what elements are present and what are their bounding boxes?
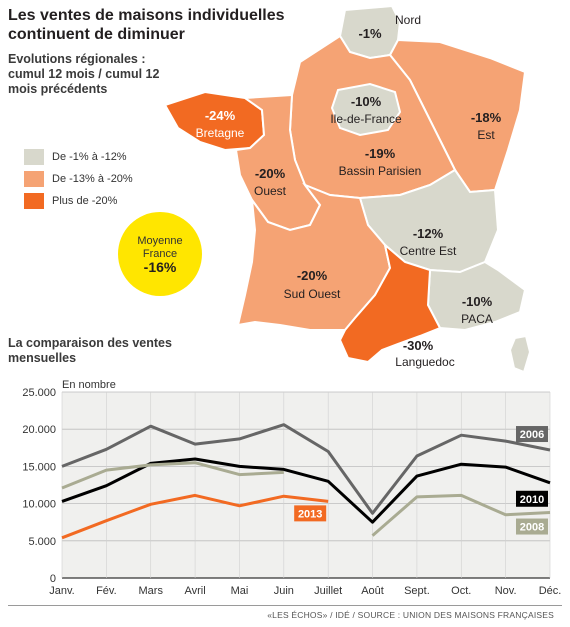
y-tick-label: 0 xyxy=(50,573,56,585)
region-value-ouest: -20% xyxy=(255,166,286,181)
average-bubble: Moyenne France -16% xyxy=(118,212,202,296)
map-legend: De -1% à -12% De -13% à -20% Plus de -20… xyxy=(24,146,133,212)
legend-label: Plus de -20% xyxy=(52,195,118,207)
region-name-centre-est: Centre Est xyxy=(400,244,457,258)
legend-label: De -1% à -12% xyxy=(52,151,127,163)
series-tag-box-2006 xyxy=(516,426,548,443)
y-tick-label: 5.000 xyxy=(28,536,56,548)
region-value-sud-ouest: -20% xyxy=(297,268,328,283)
series-tags: 2006 2010 2008 2013 xyxy=(294,426,548,535)
grid-lines xyxy=(61,391,551,579)
series-tag-box-2013 xyxy=(294,505,327,522)
average-label-1: Moyenne xyxy=(137,234,183,247)
region-value-idf: -10% xyxy=(351,94,382,109)
average-value: -16% xyxy=(143,258,177,275)
series-tag-box-2010 xyxy=(516,490,548,507)
region-name-paca: PACA xyxy=(461,312,493,326)
y-tick-label: 15.000 xyxy=(22,461,56,473)
source-credit: «LES ÉCHOS» / IDÉ / SOURCE : UNION DES M… xyxy=(267,610,554,620)
series-line-2013 xyxy=(61,493,329,540)
x-tick-label: Mars xyxy=(139,585,164,597)
series-tag-2008: 2008 xyxy=(520,522,544,534)
series-tag-box-2008 xyxy=(516,518,548,535)
legend-item-light: De -1% à -12% xyxy=(24,146,133,168)
series-line-2008 xyxy=(61,461,551,537)
y-axis-label: En nombre xyxy=(62,379,116,391)
region-name-idf: Ile-de-France xyxy=(330,112,402,126)
france-region-map: -1% Nord -10% Ile-de-France -24% Bretagn… xyxy=(163,4,532,374)
series-tag-2013: 2013 xyxy=(298,508,322,520)
region-value-languedoc: -30% xyxy=(403,338,434,353)
monthly-sales-chart: En nombre 0 5.000 10.000 15.000 20.000 25.000… xyxy=(22,379,561,597)
x-tick-label: Oct. xyxy=(451,585,471,597)
region-name-sud-ouest: Sud Ouest xyxy=(284,287,341,301)
region-name-bassin: Bassin Parisien xyxy=(339,164,422,178)
average-label-2: France xyxy=(142,247,178,260)
x-tick-label: Sept. xyxy=(404,585,430,597)
region-name-bretagne: Bretagne xyxy=(196,126,245,140)
series-lines xyxy=(61,423,551,540)
legend-item-medium: De -13% à -20% xyxy=(24,168,133,190)
x-tick-label: Déc. xyxy=(539,585,562,597)
region-corse xyxy=(508,334,532,374)
region-ile-de-france xyxy=(330,82,402,137)
region-name-ouest: Ouest xyxy=(254,184,287,198)
x-tick-label: Fév. xyxy=(96,585,117,597)
region-value-bassin: -19% xyxy=(365,146,396,161)
footer-divider xyxy=(8,605,562,606)
y-tick-label: 25.000 xyxy=(22,387,56,399)
region-value-bretagne: -24% xyxy=(205,108,236,123)
y-tick-label: 10.000 xyxy=(22,499,56,511)
region-languedoc xyxy=(338,242,442,364)
region-value-paca: -10% xyxy=(462,294,493,309)
x-tick-label: Août xyxy=(361,585,384,597)
x-tick-label: Avril xyxy=(184,585,205,597)
legend-item-dark: Plus de -20% xyxy=(24,190,133,212)
x-tick-label: Janv. xyxy=(49,585,74,597)
legend-swatch-dark xyxy=(24,193,44,209)
region-value-est: -18% xyxy=(471,110,502,125)
region-name-est: Est xyxy=(477,128,495,142)
chart-section-title: La comparaison des ventes mensuelles xyxy=(8,336,172,365)
map-subtitle: Evolutions régionales : cumul 12 mois / … xyxy=(8,52,160,96)
region-value-centre-est: -12% xyxy=(413,226,444,241)
y-tick-labels: 0 5.000 10.000 15.000 20.000 25.000 xyxy=(22,387,56,585)
page-title: Les ventes de maisons individuelles cont… xyxy=(8,7,285,43)
region-name-languedoc: Languedoc xyxy=(395,355,454,369)
x-tick-label: Mai xyxy=(231,585,249,597)
plot-area xyxy=(62,392,550,578)
x-tick-label: Juin xyxy=(274,585,294,597)
x-tick-label: Juillet xyxy=(314,585,342,597)
legend-swatch-light xyxy=(24,149,44,165)
legend-label: De -13% à -20% xyxy=(52,173,133,185)
x-tick-labels: Janv. Fév. Mars Avril Mai Juin Juillet Août Sept… xyxy=(49,585,561,597)
y-tick-label: 20.000 xyxy=(22,424,56,436)
series-line-2006 xyxy=(61,423,551,515)
series-tag-2010: 2010 xyxy=(520,494,544,506)
x-tick-label: Nov. xyxy=(495,585,517,597)
legend-swatch-medium xyxy=(24,171,44,187)
region-value-nord: -1% xyxy=(358,26,382,41)
series-tag-2006: 2006 xyxy=(520,429,544,441)
region-name-nord: Nord xyxy=(395,13,421,27)
